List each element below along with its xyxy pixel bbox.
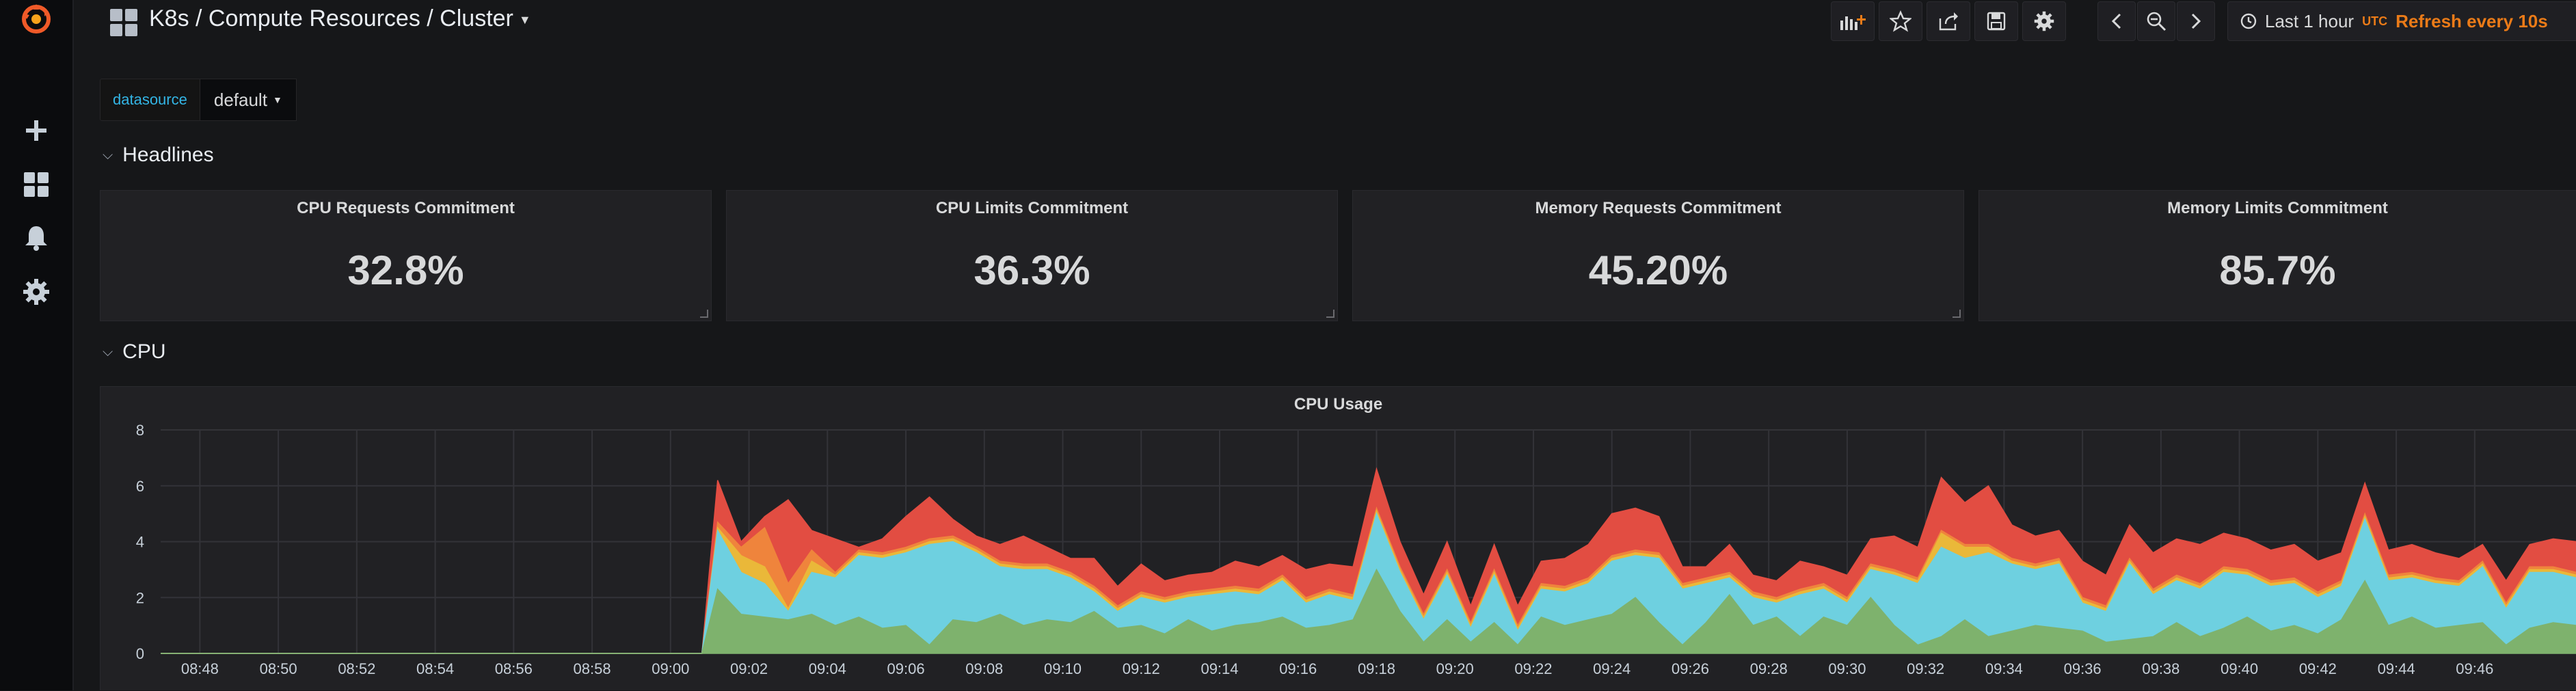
star-button[interactable] [1879, 1, 1922, 41]
x-tick-label: 09:24 [1593, 660, 1631, 677]
y-tick-label: 0 [136, 645, 144, 662]
x-tick-label: 08:58 [574, 660, 611, 677]
x-tick-label: 09:00 [652, 660, 689, 677]
stat-panel-title[interactable]: Memory Limits Commitment [2167, 199, 2388, 217]
x-tick-label: 08:48 [181, 660, 219, 677]
time-back-button[interactable] [2097, 1, 2136, 41]
x-tick-label: 09:06 [887, 660, 925, 677]
stat-panel-title[interactable]: Memory Requests Commitment [1535, 199, 1782, 217]
dashboard-title[interactable]: K8s / Compute Resources / Cluster ▼ [149, 5, 531, 32]
stat-panel-value: 36.3% [974, 247, 1090, 293]
timezone-badge: UTC [2362, 14, 2388, 28]
stat-panel-value: 85.7% [2219, 247, 2336, 293]
time-range-picker[interactable]: Last 1 hour UTC Refresh every 10s [2227, 1, 2576, 41]
dashboard-grid-icon[interactable] [109, 8, 138, 37]
x-tick-label: 09:34 [1985, 660, 2023, 677]
dashboard-title-text: K8s / Compute Resources / Cluster [149, 5, 513, 31]
x-tick-label: 09:22 [1514, 660, 1552, 677]
settings-button[interactable] [2022, 1, 2066, 41]
alerting-bell-icon[interactable] [17, 219, 55, 257]
clock-icon [2240, 13, 2257, 29]
chevron-down-icon: ⌵ [103, 147, 113, 163]
x-tick-label: 09:44 [2378, 660, 2415, 677]
chevron-down-icon: ⌵ [103, 344, 113, 360]
share-button[interactable] [1927, 1, 1970, 41]
row-cpu-title: CPU [122, 340, 166, 363]
graph-panel-cpu-usage[interactable]: CPU Usage 0 2 4 6 8 08:48 08:50 08:52 08:54 08:56… [100, 386, 2576, 690]
grafana-logo-icon[interactable] [17, 0, 55, 38]
graph-panel-title[interactable]: CPU Usage [1293, 395, 1383, 414]
x-tick-label: 09:02 [730, 660, 768, 677]
stat-panel-cpu-limits[interactable]: CPU Limits Commitment 36.3% [726, 190, 1338, 321]
row-headlines[interactable]: ⌵ Headlines [103, 144, 214, 167]
x-tick-label: 09:46 [2456, 660, 2493, 677]
x-tick-label: 09:10 [1044, 660, 1082, 677]
y-tick-label: 8 [136, 422, 144, 439]
x-tick-label: 09:16 [1279, 660, 1317, 677]
row-headlines-title: Headlines [122, 144, 214, 166]
datasource-variable-label: datasource [100, 79, 200, 121]
x-tick-label: 09:04 [809, 660, 846, 677]
x-tick-label: 08:54 [416, 660, 454, 677]
x-tick-label: 08:50 [260, 660, 297, 677]
x-tick-label: 08:56 [495, 660, 533, 677]
x-tick-label: 09:28 [1750, 660, 1788, 677]
template-variables: datasource default ▼ [100, 79, 297, 121]
x-tick-label: 09:08 [965, 660, 1003, 677]
x-tick-label: 09:18 [1358, 660, 1395, 677]
x-tick-label: 09:30 [1828, 660, 1866, 677]
x-tick-label: 09:38 [2142, 660, 2179, 677]
x-tick-label: 09:12 [1123, 660, 1160, 677]
stat-panel-value: 32.8% [347, 247, 464, 293]
y-tick-label: 2 [136, 589, 144, 606]
configuration-gear-icon[interactable] [17, 273, 55, 311]
stat-panel-value: 45.20% [1588, 247, 1728, 293]
create-plus-icon[interactable] [17, 111, 55, 150]
x-tick-label: 08:52 [338, 660, 375, 677]
time-range-label: Last 1 hour [2265, 10, 2354, 31]
caret-down-icon: ▼ [518, 12, 531, 27]
stat-panel-memory-requests[interactable]: Memory Requests Commitment 45.20% [1352, 190, 1964, 321]
panel-resize-handle[interactable] [1953, 310, 1961, 318]
side-menu [0, 0, 74, 690]
zoom-out-button[interactable] [2137, 1, 2175, 41]
time-forward-button[interactable] [2177, 1, 2215, 41]
dashboards-icon[interactable] [17, 165, 55, 204]
stat-panel-title[interactable]: CPU Requests Commitment [297, 199, 515, 217]
save-button[interactable] [1974, 1, 2018, 41]
y-tick-label: 4 [136, 534, 144, 551]
add-panel-button[interactable] [1831, 1, 1875, 41]
area-series-5 [161, 568, 2576, 654]
y-tick-label: 6 [136, 478, 144, 495]
x-tick-label: 09:36 [2064, 660, 2102, 677]
x-tick-label: 09:20 [1436, 660, 1474, 677]
datasource-select[interactable]: default ▼ [200, 79, 297, 121]
navbar: K8s / Compute Resources / Cluster ▼ [74, 0, 2576, 55]
x-tick-label: 09:40 [2221, 660, 2258, 677]
x-tick-label: 09:32 [1907, 660, 1944, 677]
x-tick-label: 09:42 [2299, 660, 2337, 677]
caret-down-icon: ▼ [272, 94, 282, 105]
stat-panel-memory-limits[interactable]: Memory Limits Commitment 85.7% [1978, 190, 2576, 321]
x-tick-label: 09:26 [1672, 660, 1709, 677]
stat-panel-cpu-requests[interactable]: CPU Requests Commitment 32.8% [100, 190, 712, 321]
stat-panel-title[interactable]: CPU Limits Commitment [935, 199, 1129, 217]
cpu-usage-chart: 0 2 4 6 8 08:48 08:50 08:52 08:54 08:56 08:58 09:00… [136, 422, 2576, 677]
panel-resize-handle[interactable] [700, 310, 708, 318]
datasource-select-value: default [213, 89, 267, 110]
refresh-interval-label: Refresh every 10s [2396, 10, 2548, 31]
x-tick-label: 09:14 [1200, 660, 1238, 677]
row-cpu[interactable]: ⌵ CPU [103, 340, 166, 364]
panel-resize-handle[interactable] [1326, 310, 1334, 318]
